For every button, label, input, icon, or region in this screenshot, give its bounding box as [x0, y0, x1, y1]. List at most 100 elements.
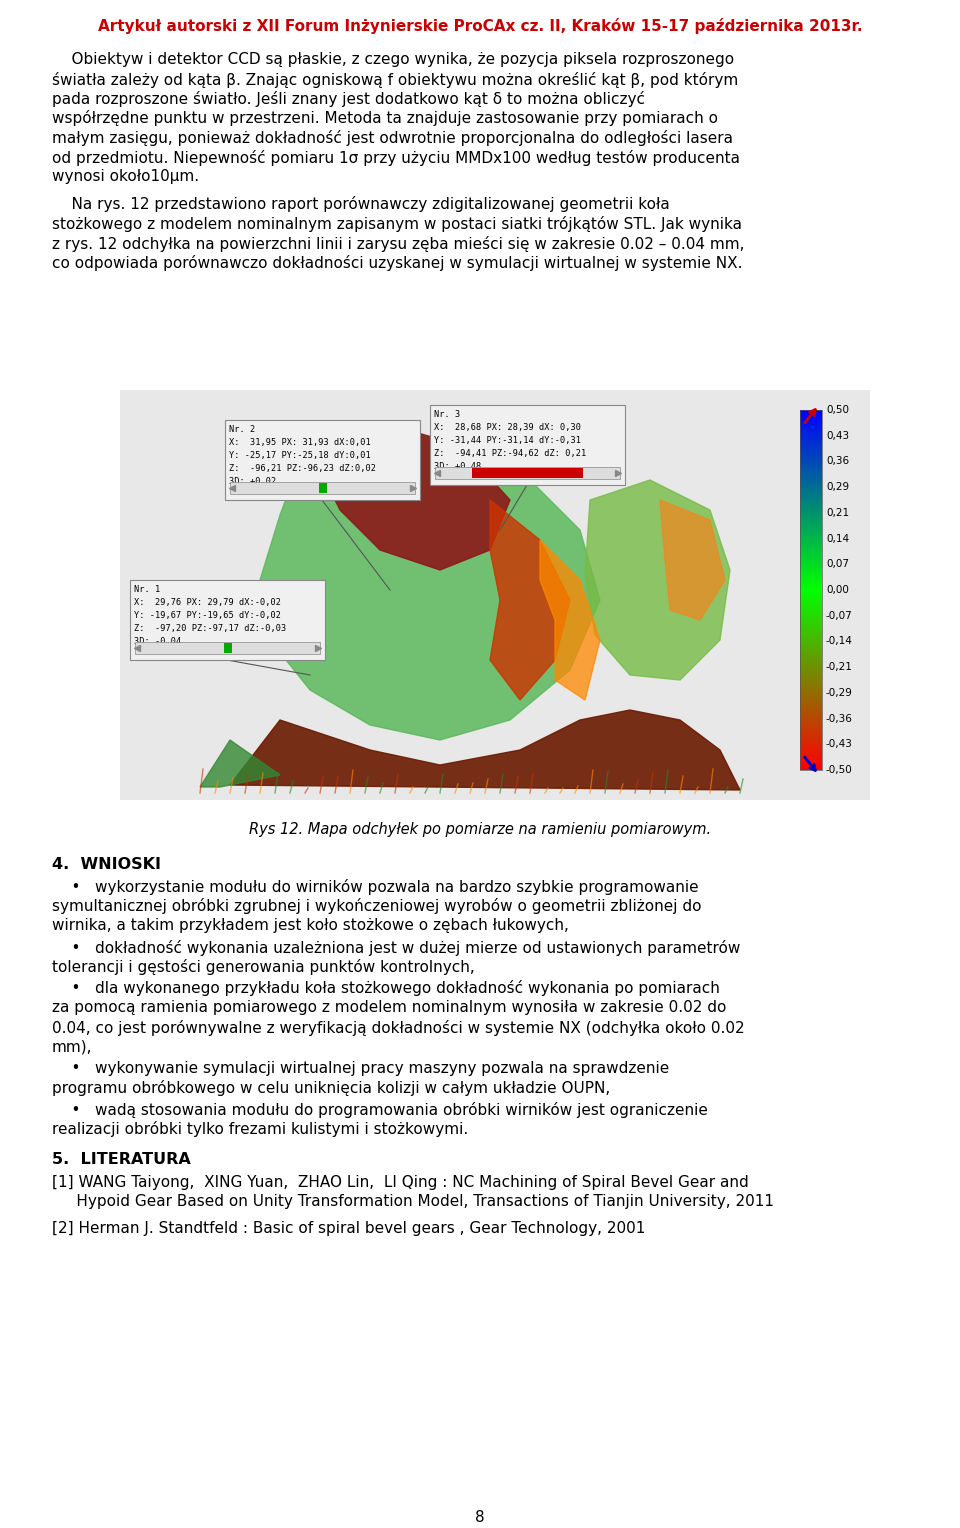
Text: 0.04, co jest porównywalne z weryfikacją dokładności w systemie NX (odchyłka oko: 0.04, co jest porównywalne z weryfikacją… — [52, 1019, 745, 1036]
Bar — [430, 405, 625, 484]
Polygon shape — [585, 480, 730, 680]
Bar — [800, 486, 822, 487]
Bar — [800, 706, 822, 707]
Bar — [800, 656, 822, 657]
Text: 0,36: 0,36 — [826, 457, 850, 466]
Bar — [800, 466, 822, 468]
Bar — [800, 581, 822, 584]
Bar — [800, 707, 822, 709]
Text: 0,00: 0,00 — [826, 585, 849, 594]
Bar — [800, 440, 822, 442]
Bar — [800, 758, 822, 759]
Bar — [800, 652, 822, 654]
Bar — [800, 451, 822, 452]
Bar — [800, 420, 822, 423]
Text: -0,36: -0,36 — [826, 714, 852, 724]
Bar — [800, 445, 822, 446]
Bar — [800, 709, 822, 711]
Bar — [800, 626, 822, 628]
Bar — [800, 504, 822, 506]
Bar — [224, 643, 231, 652]
Text: Hypoid Gear Based on Unity Transformation Model, Transactions of Tianjin Univers: Hypoid Gear Based on Unity Transformatio… — [52, 1193, 774, 1209]
Text: 0,21: 0,21 — [826, 507, 850, 518]
Bar — [800, 697, 822, 698]
Bar — [800, 570, 822, 571]
Bar — [800, 492, 822, 495]
Bar — [800, 463, 822, 465]
Bar — [800, 584, 822, 585]
Bar — [800, 524, 822, 526]
Bar — [800, 683, 822, 686]
Bar — [800, 733, 822, 735]
Bar — [800, 654, 822, 656]
Bar — [800, 660, 822, 662]
Text: X:  29,76 PX: 29,79 dX:-0,02: X: 29,76 PX: 29,79 dX:-0,02 — [134, 597, 281, 607]
Polygon shape — [540, 539, 600, 700]
Bar — [800, 717, 822, 718]
Bar — [800, 413, 822, 414]
Bar — [800, 645, 822, 646]
Bar — [435, 468, 620, 478]
Bar — [800, 588, 822, 590]
Bar — [800, 651, 822, 654]
Bar — [800, 746, 822, 747]
Bar — [800, 495, 822, 497]
Text: Y: -19,67 PY:-19,65 dY:-0,02: Y: -19,67 PY:-19,65 dY:-0,02 — [134, 611, 281, 620]
Text: •   dokładność wykonania uzależniona jest w dużej mierze od ustawionych parametr: • dokładność wykonania uzależniona jest … — [52, 940, 740, 955]
Bar — [800, 614, 822, 617]
Bar — [800, 489, 822, 490]
Bar — [800, 605, 822, 607]
Bar — [800, 714, 822, 715]
Bar — [800, 593, 822, 594]
Bar — [800, 688, 822, 689]
Text: Na rys. 12 przedstawiono raport porównawczy zdigitalizowanej geometrii koła: Na rys. 12 przedstawiono raport porównaw… — [52, 197, 670, 212]
Bar — [800, 455, 822, 458]
Polygon shape — [200, 740, 280, 787]
Bar — [800, 475, 822, 477]
Bar — [800, 411, 822, 413]
Bar — [800, 602, 822, 604]
Bar — [800, 608, 822, 610]
Bar — [800, 564, 822, 565]
Bar — [800, 501, 822, 503]
Bar — [800, 704, 822, 707]
Bar — [800, 578, 822, 581]
Text: 3D: -0,04: 3D: -0,04 — [134, 637, 181, 646]
Bar — [800, 640, 822, 642]
Bar — [472, 468, 583, 478]
Bar — [800, 542, 822, 545]
Bar — [800, 448, 822, 449]
Bar — [800, 625, 822, 626]
Text: programu obróbkowego w celu uniknięcia kolizji w całym układzie OUPN,: programu obróbkowego w celu uniknięcia k… — [52, 1080, 611, 1096]
Text: światła zależy od kąta β. Znając ogniskową f obiektywu można określić kąt β, pod: światła zależy od kąta β. Znając ognisko… — [52, 72, 738, 87]
Bar — [800, 736, 822, 740]
Text: mm),: mm), — [52, 1039, 92, 1054]
Bar — [800, 683, 822, 685]
Bar — [800, 622, 822, 623]
Bar — [800, 460, 822, 461]
Text: -0,43: -0,43 — [826, 740, 852, 749]
Bar — [800, 481, 822, 483]
Bar — [800, 613, 822, 614]
Text: [1] WANG Taiyong,  XING Yuan,  ZHAO Lin,  LI Qing : NC Machining of Spiral Bevel: [1] WANG Taiyong, XING Yuan, ZHAO Lin, L… — [52, 1175, 749, 1189]
Bar — [800, 698, 822, 700]
Bar — [800, 630, 822, 631]
Bar — [800, 756, 822, 759]
Text: Z:  -94,41 PZ:-94,62 dZ: 0,21: Z: -94,41 PZ:-94,62 dZ: 0,21 — [434, 449, 587, 458]
Bar — [800, 607, 822, 608]
Bar — [800, 432, 822, 434]
Bar — [800, 700, 822, 701]
Bar — [800, 619, 822, 620]
Text: symultanicznej obróbki zgrubnej i wykończeniowej wyrobów o geometrii zbliżonej d: symultanicznej obróbki zgrubnej i wykońc… — [52, 898, 702, 914]
Bar — [800, 767, 822, 769]
Bar — [800, 461, 822, 463]
Bar — [800, 582, 822, 584]
Text: -0,29: -0,29 — [826, 688, 852, 698]
Bar — [800, 567, 822, 568]
Bar — [800, 458, 822, 460]
Bar — [800, 681, 822, 683]
Bar — [130, 581, 325, 660]
Bar — [800, 556, 822, 558]
Bar — [800, 711, 822, 712]
Bar — [800, 541, 822, 542]
